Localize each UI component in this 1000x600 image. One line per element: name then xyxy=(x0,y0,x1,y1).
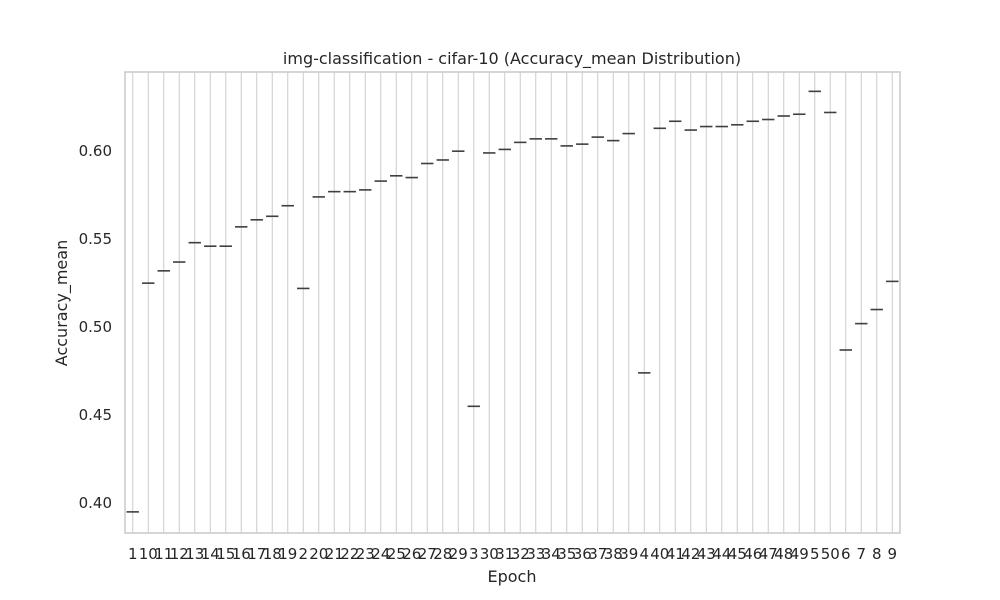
x-tick-label: 20 xyxy=(309,545,328,563)
x-axis-label: Epoch xyxy=(488,567,537,586)
x-tick-label: 5 xyxy=(810,545,820,563)
x-tick-label: 16 xyxy=(232,545,251,563)
x-tick-label: 28 xyxy=(433,545,452,563)
x-tick-label: 15 xyxy=(216,545,235,563)
x-tick-label: 23 xyxy=(356,545,375,563)
x-tick-label: 35 xyxy=(557,545,576,563)
x-tick-label: 27 xyxy=(418,545,437,563)
x-tick-label: 2 xyxy=(298,545,308,563)
x-tick-label: 11 xyxy=(154,545,173,563)
data-marks xyxy=(126,90,899,513)
x-tick-label: 40 xyxy=(650,545,669,563)
x-tick-label: 22 xyxy=(340,545,359,563)
y-tick-label: 0.55 xyxy=(79,230,112,248)
x-tick-label: 21 xyxy=(325,545,344,563)
x-tick-label: 18 xyxy=(263,545,282,563)
x-tick-label: 31 xyxy=(495,545,514,563)
x-tick-label: 4 xyxy=(639,545,649,563)
x-tick-label: 42 xyxy=(681,545,700,563)
x-tick-label: 3 xyxy=(469,545,479,563)
x-tick-label: 17 xyxy=(247,545,266,563)
x-tick-label: 45 xyxy=(728,545,747,563)
x-tick-label: 47 xyxy=(759,545,778,563)
x-tick-label: 10 xyxy=(139,545,158,563)
x-tick-label: 43 xyxy=(697,545,716,563)
x-tick-label: 48 xyxy=(774,545,793,563)
x-tick-label: 29 xyxy=(449,545,468,563)
x-tick-label: 14 xyxy=(201,545,220,563)
chart-title: img-classification - cifar-10 (Accuracy_… xyxy=(283,49,741,69)
x-tick-label: 46 xyxy=(743,545,762,563)
x-tick-label: 8 xyxy=(872,545,882,563)
x-tick-label: 19 xyxy=(278,545,297,563)
x-tick-label: 49 xyxy=(790,545,809,563)
x-tick-label: 38 xyxy=(604,545,623,563)
y-tick-label: 0.60 xyxy=(79,142,112,160)
x-tick-label: 44 xyxy=(712,545,731,563)
x-tick-label: 1 xyxy=(128,545,138,563)
x-tick-label: 26 xyxy=(402,545,421,563)
x-tick-label: 39 xyxy=(619,545,638,563)
x-tick-label: 9 xyxy=(887,545,897,563)
x-tick-label: 32 xyxy=(511,545,530,563)
x-tick-label: 6 xyxy=(841,545,851,563)
x-tick-label: 13 xyxy=(185,545,204,563)
x-tick-label: 37 xyxy=(588,545,607,563)
grid-lines xyxy=(132,72,893,533)
y-axis-label: Accuracy_mean xyxy=(52,240,72,366)
x-tick-label: 25 xyxy=(387,545,406,563)
x-tick-label: 50 xyxy=(821,545,840,563)
x-tick-label: 7 xyxy=(856,545,866,563)
y-tick-labels: 0.40 0.45 0.50 0.55 0.60 xyxy=(79,142,112,512)
x-tick-label: 41 xyxy=(666,545,685,563)
x-tick-label: 12 xyxy=(170,545,189,563)
y-tick-label: 0.45 xyxy=(79,406,112,424)
x-tick-label: 36 xyxy=(573,545,592,563)
x-tick-label: 33 xyxy=(526,545,545,563)
y-tick-label: 0.50 xyxy=(79,318,112,336)
x-tick-label: 30 xyxy=(480,545,499,563)
x-tick-label: 34 xyxy=(542,545,561,563)
plot-frame xyxy=(124,71,901,534)
y-tick-label: 0.40 xyxy=(79,494,112,512)
x-tick-label: 24 xyxy=(371,545,390,563)
